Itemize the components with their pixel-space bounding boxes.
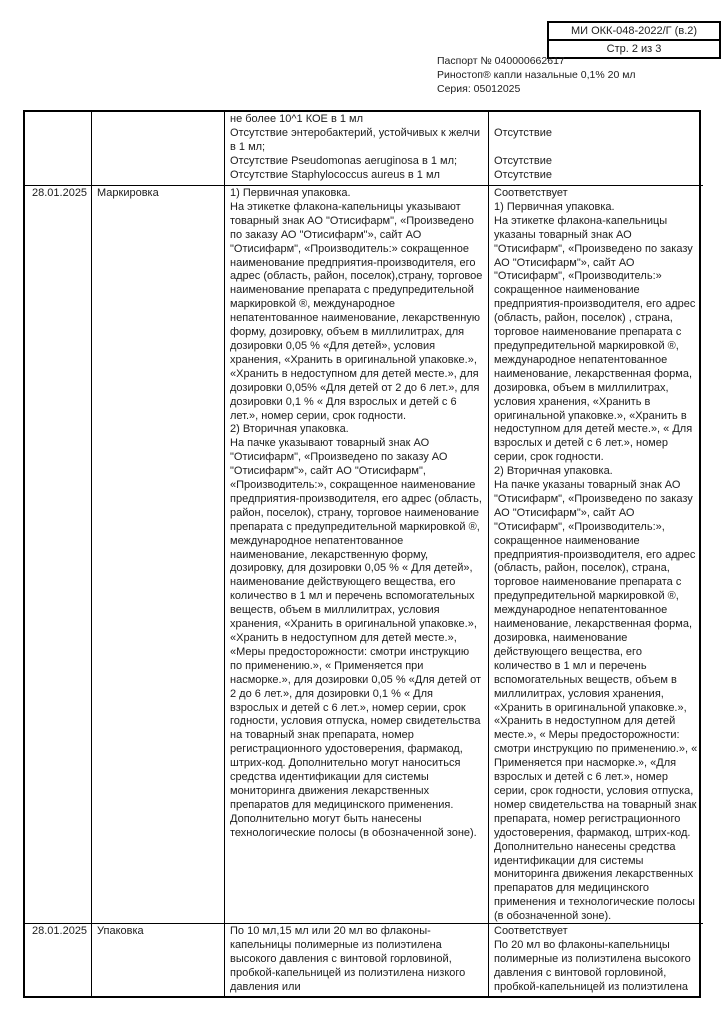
parameter-name-cell: Упаковка [92, 924, 225, 996]
doc-reference-box: МИ ОКК-048-2022/Г (в.2) Стр. 2 из 3 [547, 21, 721, 59]
inspection-date-cell [25, 112, 92, 186]
result-cell: Соответствует По 20 мл во флаконы-капель… [494, 925, 691, 993]
page-indicator: Стр. 2 из 3 [549, 39, 719, 57]
passport-number: Паспорт № 040000662617 [437, 55, 565, 67]
inspection-date-cell: 28.01.2025 [25, 186, 92, 924]
result-cell: Соответствует 1) Первичная упаковка. На … [489, 186, 703, 924]
parameter-name-cell [92, 112, 225, 186]
qc-results-table: не более 10^1 КОЕ в 1 мл Отсутствие энте… [23, 110, 703, 998]
result-cell: Отсутствие Отсутствие Отсутствие [489, 112, 703, 186]
requirement-cell: не более 10^1 КОЕ в 1 мл Отсутствие энте… [225, 112, 489, 186]
series-number: Серия: 05012025 [437, 83, 521, 95]
requirement-cell: 1) Первичная упаковка. На этикетке флако… [225, 186, 489, 924]
doc-code: МИ ОКК-048-2022/Г (в.2) [570, 25, 698, 37]
product-name: Риностоп® капли назальные 0,1% 20 мл [437, 69, 636, 81]
document-header: Паспорт № 040000662617 Риностоп® капли н… [437, 54, 636, 96]
inspection-date-cell: 28.01.2025 [25, 924, 92, 996]
parameter-name-cell: Маркировка [92, 186, 225, 924]
requirement-cell: По 10 мл,15 мл или 20 мл во флаконы-капе… [225, 924, 489, 996]
